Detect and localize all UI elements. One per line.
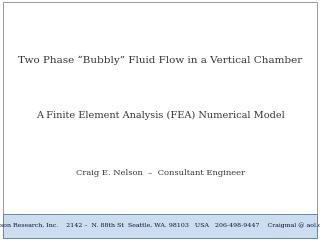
Text: A Finite Element Analysis (FEA) Numerical Model: A Finite Element Analysis (FEA) Numerica… xyxy=(36,111,284,120)
Text: Craig E. Nelson  –  Consultant Engineer: Craig E. Nelson – Consultant Engineer xyxy=(76,169,244,177)
Text: Nelson Research, Inc.    2142 –  N. 88th St  Seattle, WA. 98103   USA   206-498-: Nelson Research, Inc. 2142 – N. 88th St … xyxy=(0,223,320,228)
Text: Two Phase “Bubbly” Fluid Flow in a Vertical Chamber: Two Phase “Bubbly” Fluid Flow in a Verti… xyxy=(18,55,302,65)
Bar xyxy=(3,214,317,238)
